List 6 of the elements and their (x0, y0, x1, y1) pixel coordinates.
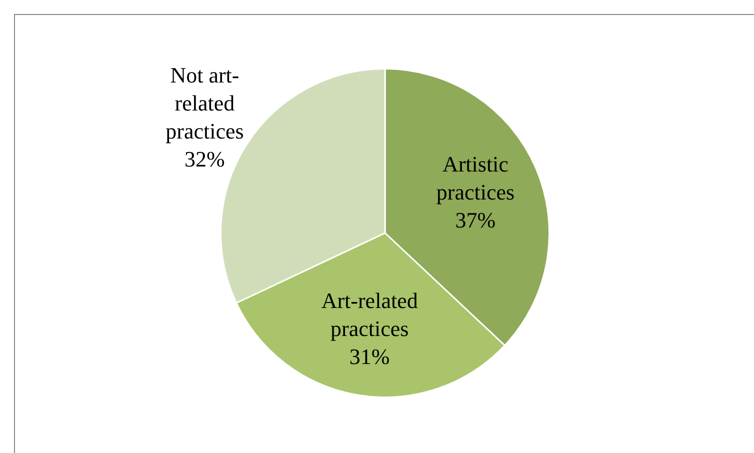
data-label: 37% (455, 208, 496, 233)
slice-label: Artistic practices (436, 152, 515, 205)
slice-label: Art-related practices (321, 288, 418, 342)
data-label: 32% (184, 146, 225, 172)
slice-label: Not art-related practices (166, 62, 244, 144)
data-label: 31% (349, 344, 390, 370)
